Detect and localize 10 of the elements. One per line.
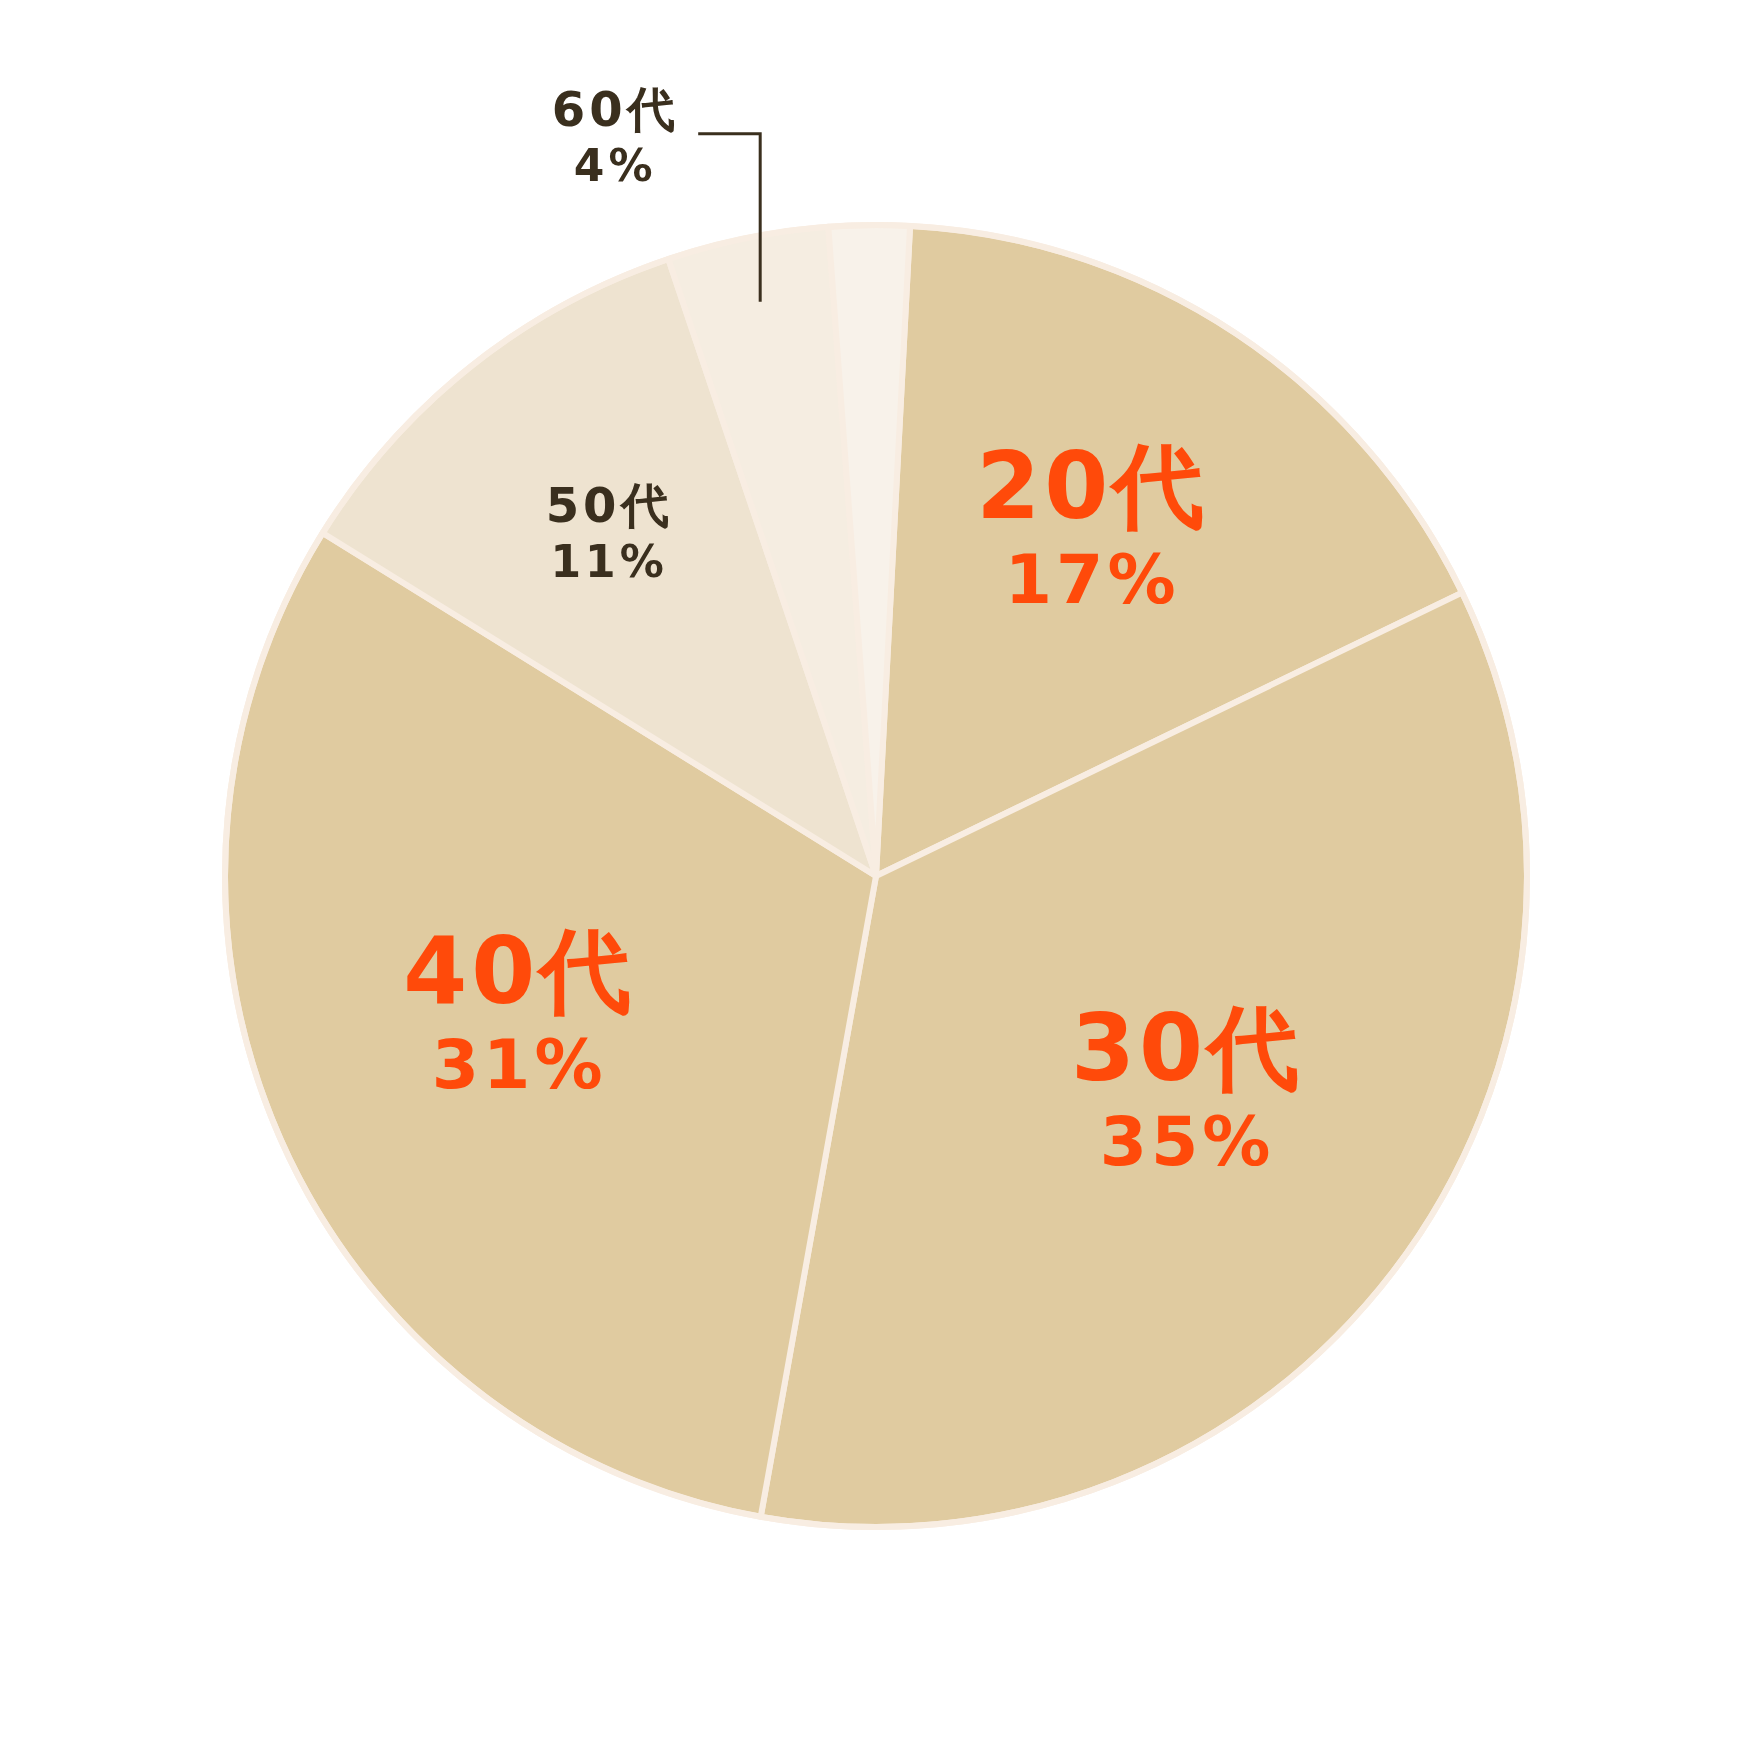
data-label: 35%: [1099, 1101, 1275, 1181]
slice-label: 30代: [1071, 994, 1304, 1102]
data-label: 31%: [431, 1024, 607, 1104]
slice-label: 50代: [545, 477, 673, 534]
data-label: 11%: [550, 536, 668, 588]
slice-label: 20代: [976, 433, 1209, 541]
data-label: 4%: [573, 139, 657, 191]
slice-label: 40代: [403, 917, 636, 1025]
data-label: 17%: [1004, 540, 1180, 620]
slice-label: 60代: [551, 80, 679, 137]
